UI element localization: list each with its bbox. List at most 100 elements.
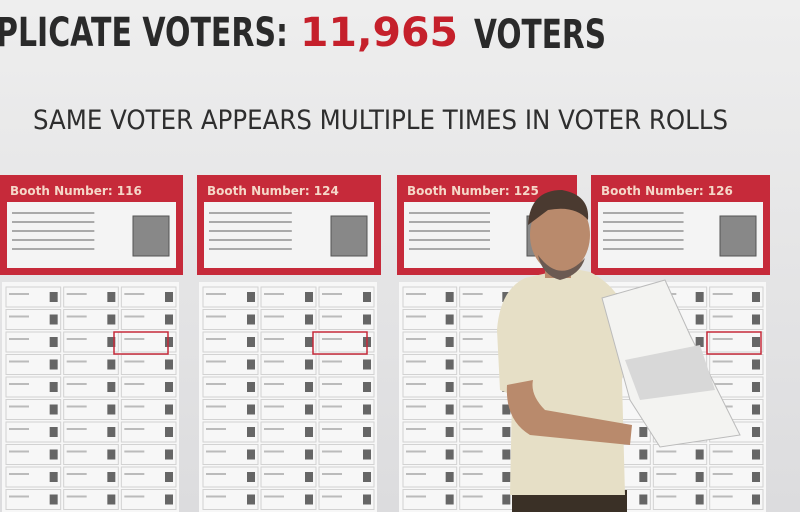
list-photo [695, 292, 704, 302]
list-cell [260, 309, 317, 330]
list-cell [202, 399, 259, 420]
list-photo [752, 404, 760, 415]
list-photo [305, 427, 313, 437]
list-text [406, 360, 426, 363]
list-text [206, 428, 226, 430]
list-text [462, 293, 483, 295]
list-cell [402, 466, 458, 488]
list-text [264, 405, 284, 408]
list-text [462, 450, 483, 453]
list-cell [202, 331, 259, 353]
list-photo [49, 292, 58, 302]
list-photo [695, 449, 704, 460]
list-cell [402, 309, 458, 330]
subtitle: SAME VOTER APPEARS MULTIPLE TIMES IN VOT… [33, 105, 728, 136]
list-photo [502, 472, 511, 482]
entry-line [603, 221, 684, 223]
list-photo [445, 494, 454, 505]
list-text [322, 338, 342, 340]
list-cell [318, 376, 375, 398]
list-text [66, 338, 87, 340]
list-cell [120, 466, 177, 488]
list-text [264, 495, 284, 498]
list-photo [165, 449, 173, 460]
list-text [712, 383, 733, 385]
list-text [264, 315, 284, 318]
list-text [124, 293, 145, 295]
entry-line [603, 248, 684, 250]
list-photo [107, 404, 116, 415]
list-cell [318, 489, 375, 510]
list-text [206, 495, 226, 498]
list-photo [639, 472, 648, 482]
entry-line [12, 212, 95, 214]
list-cell [5, 309, 62, 330]
trousers [512, 490, 627, 512]
beard [538, 255, 585, 280]
list-text [322, 383, 342, 385]
entry-line [209, 230, 292, 232]
list-photo [502, 449, 511, 460]
list-text [406, 428, 426, 430]
entry-line [12, 221, 95, 223]
entry-line [209, 221, 292, 223]
list-text [124, 495, 145, 498]
list-cell [318, 286, 375, 308]
list-text [66, 293, 87, 295]
list-cell [5, 286, 62, 308]
list-text [406, 473, 426, 475]
list-photo [752, 292, 760, 302]
list-photo [49, 494, 58, 505]
list-cell [202, 444, 259, 465]
list-cell [63, 354, 119, 375]
list-photo [165, 494, 173, 505]
list-photo [165, 427, 173, 437]
list-photo [247, 404, 255, 415]
list-text [9, 495, 29, 498]
list-text [9, 338, 29, 340]
list-text [462, 428, 483, 430]
list-photo [247, 494, 255, 505]
list-text [264, 360, 284, 363]
list-cell [202, 286, 259, 308]
list-cell [260, 376, 317, 398]
list-photo [49, 427, 58, 437]
list-cell [63, 309, 119, 330]
headline-prefix: PLICATE VOTERS: [0, 10, 288, 56]
list-text [9, 360, 29, 363]
list-cell [63, 399, 119, 420]
list-photo [363, 314, 371, 325]
list-text [206, 383, 226, 385]
list-photo [502, 404, 511, 415]
list-text [124, 383, 145, 385]
list-cell [260, 286, 317, 308]
list-cell [5, 444, 62, 465]
entry-line [12, 248, 95, 250]
list-cell [709, 444, 764, 465]
list-photo [305, 404, 313, 415]
list-text [66, 405, 87, 408]
list-photo [165, 359, 173, 370]
list-photo [752, 359, 760, 370]
list-text [406, 338, 426, 340]
list-text [712, 293, 733, 295]
list-text [124, 338, 145, 340]
list-text [124, 315, 145, 318]
list-cell [709, 286, 764, 308]
list-text [124, 473, 145, 475]
list-photo [695, 314, 704, 325]
list-text [66, 383, 87, 385]
list-cell [402, 331, 458, 353]
list-photo [165, 337, 173, 347]
list-photo [165, 472, 173, 482]
list-cell [318, 444, 375, 465]
list-text [656, 495, 677, 498]
list-text [712, 473, 733, 475]
list-cell [120, 309, 177, 330]
list-cell [202, 466, 259, 488]
voter-photo [330, 215, 368, 257]
list-cell [5, 466, 62, 488]
list-text [712, 315, 733, 318]
entry-line [209, 248, 292, 250]
